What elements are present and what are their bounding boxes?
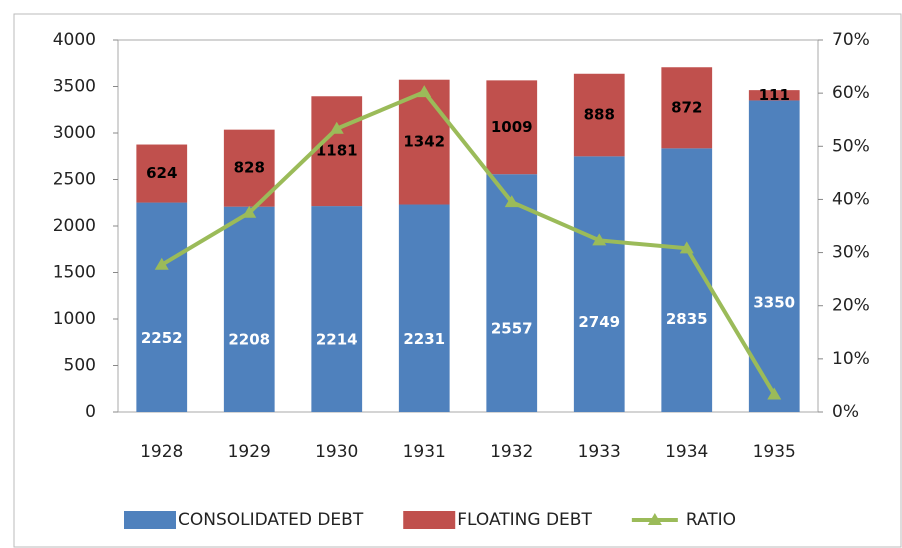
data-label: 2835 (666, 310, 708, 328)
y2-tick-label: 20% (832, 296, 870, 316)
y-tick-label: 0 (85, 402, 96, 422)
bar-segment (398, 204, 450, 412)
ratio-marker (154, 257, 169, 270)
bar-segment (311, 96, 363, 207)
x-tick-label: 1930 (315, 442, 358, 462)
y2-tick-label: 40% (832, 189, 870, 209)
ratio-marker (679, 241, 694, 254)
x-tick-label: 1935 (753, 442, 796, 462)
data-label: 1009 (491, 118, 533, 136)
data-label: 2557 (491, 319, 533, 337)
y2-tick-label: 30% (832, 243, 870, 263)
ratio-marker (417, 85, 432, 98)
bar-segment (486, 80, 538, 175)
legend-swatch (124, 511, 176, 529)
data-label: 2208 (228, 331, 270, 349)
y2-tick-label: 10% (832, 349, 870, 369)
legend-label: RATIO (686, 510, 736, 530)
plot-area (117, 39, 819, 413)
legend-label: CONSOLIDATED DEBT (178, 510, 364, 530)
y-tick-label: 3500 (53, 77, 96, 97)
x-tick-label: 1931 (403, 442, 446, 462)
bar-segment (311, 206, 363, 412)
data-label: 828 (234, 159, 265, 177)
ratio-marker (329, 121, 344, 134)
ratio-marker (242, 205, 257, 218)
y2-tick-label: 0% (832, 402, 859, 422)
bar-segment (573, 73, 625, 157)
y-tick-label: 500 (64, 356, 96, 376)
data-label: 888 (584, 106, 615, 124)
x-tick-label: 1929 (228, 442, 271, 462)
data-label: 2231 (403, 330, 445, 348)
y-tick-label: 1500 (53, 263, 96, 283)
data-label: 3350 (753, 293, 795, 311)
y2-tick-label: 70% (832, 30, 870, 50)
y-tick-label: 4000 (53, 30, 96, 50)
ratio-line (160, 89, 776, 396)
data-label: 2749 (578, 313, 620, 331)
ratio-marker (592, 233, 607, 246)
x-tick-label: 1934 (665, 442, 708, 462)
ratio-marker (504, 195, 519, 208)
data-label: 2252 (141, 329, 183, 347)
y2-tick-label: 60% (832, 83, 870, 103)
legend-marker (647, 513, 662, 525)
x-tick-label: 1928 (140, 442, 183, 462)
legend-swatch (403, 511, 456, 529)
bar-segment (223, 206, 275, 412)
data-label: 2214 (316, 330, 358, 348)
bar-segment (136, 144, 188, 203)
ratio-marker (767, 387, 782, 400)
bar-segment (573, 156, 625, 412)
bar-segment (136, 202, 188, 412)
y-tick-label: 2000 (53, 216, 96, 236)
data-label: 111 (759, 86, 790, 104)
x-tick-label: 1932 (490, 442, 533, 462)
y2-tick-label: 50% (832, 136, 870, 156)
data-label: 1342 (403, 133, 445, 151)
bar-segment (748, 100, 800, 412)
bar-segment (486, 174, 538, 412)
data-label: 872 (671, 98, 702, 116)
y-tick-label: 1000 (53, 309, 96, 329)
y-tick-label: 2500 (53, 170, 96, 190)
data-label: 624 (146, 164, 177, 182)
bar-segment (748, 90, 800, 101)
y-tick-label: 3000 (53, 123, 96, 143)
legend-label: FLOATING DEBT (457, 510, 592, 530)
x-tick-label: 1933 (578, 442, 621, 462)
data-label: 1181 (316, 142, 358, 160)
bar-segment (661, 67, 713, 149)
